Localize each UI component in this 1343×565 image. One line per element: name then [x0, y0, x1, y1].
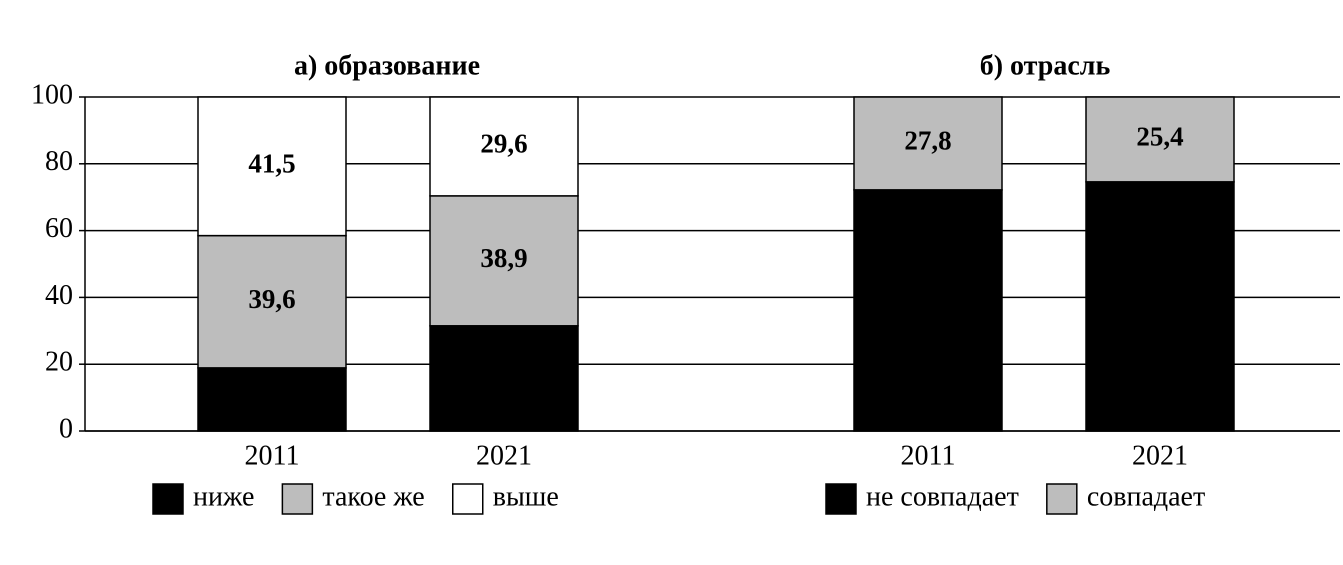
- y-tick-label: 20: [45, 347, 73, 378]
- value-label: 74,6: [1136, 289, 1183, 319]
- chart-title: б) отрасль: [980, 50, 1111, 81]
- bar-segment: [429, 195, 579, 327]
- value-label: 41,5: [248, 149, 295, 179]
- y-tick-label: 100: [31, 79, 73, 110]
- x-tick-label: 2021: [1132, 440, 1188, 471]
- value-label: 18,9: [248, 382, 295, 412]
- legend-label: ниже: [193, 481, 254, 512]
- value-label: 27,8: [904, 126, 951, 156]
- y-tick-label: 60: [45, 213, 73, 244]
- value-label: 31,5: [480, 361, 527, 391]
- chart-title: а) образование: [294, 50, 480, 81]
- bar-segment: [853, 189, 1003, 432]
- y-tick-label: 0: [59, 413, 73, 444]
- bar-segment: [1085, 181, 1235, 432]
- bar-segment: [197, 234, 347, 369]
- y-tick-label: 40: [45, 280, 73, 311]
- value-label: 39,6: [248, 284, 295, 314]
- bar-segment: [1085, 96, 1235, 183]
- x-tick-label: 2011: [245, 440, 300, 471]
- value-label: 72,2: [904, 293, 951, 323]
- bar-segment: [197, 367, 347, 432]
- value-label: 25,4: [1136, 122, 1183, 152]
- legend-label: совпадает: [1087, 481, 1205, 512]
- legend-label: не совпадает: [866, 481, 1019, 512]
- legend-label: выше: [493, 481, 559, 512]
- legend-label: такое же: [322, 481, 424, 512]
- legend-swatch: [825, 483, 857, 515]
- bar-segment: [429, 96, 579, 197]
- value-label: 38,9: [480, 243, 527, 273]
- legend-swatch: [452, 483, 484, 515]
- legend-swatch: [1046, 483, 1078, 515]
- legend-swatch: [281, 483, 314, 515]
- x-tick-label: 2021: [476, 440, 532, 471]
- legend-swatch: [152, 483, 184, 515]
- bar-segment: [853, 96, 1003, 191]
- value-label: 29,6: [480, 129, 527, 159]
- bar-segment: [197, 96, 347, 237]
- x-tick-label: 2011: [901, 440, 956, 471]
- y-tick-label: 80: [45, 146, 73, 177]
